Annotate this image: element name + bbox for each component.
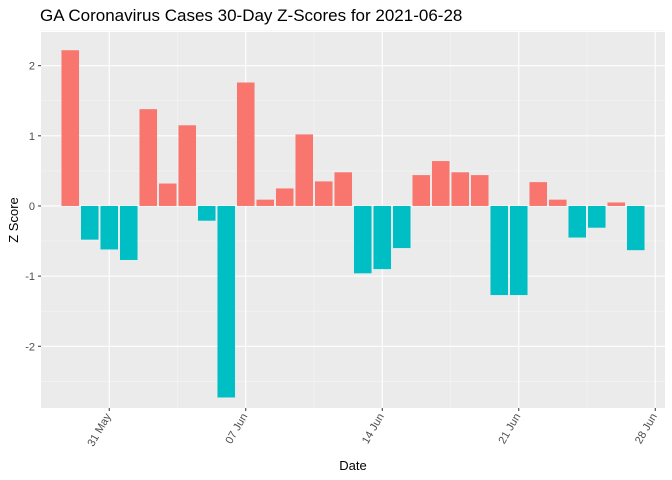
y-tick-label: 2 <box>29 61 35 73</box>
chart-title: GA Coronavirus Cases 30-Day Z-Scores for… <box>40 6 463 25</box>
bar <box>451 172 470 206</box>
x-axis-title: Date <box>339 458 366 473</box>
bar <box>412 175 431 206</box>
bar <box>529 182 548 206</box>
y-axis: 2 1 0 -1 -2 <box>25 61 41 353</box>
bar <box>470 175 489 206</box>
x-tick-label: 14 Jun <box>360 412 387 447</box>
minor-gridlines <box>41 30 665 408</box>
y-axis-title: Z Score <box>6 197 21 243</box>
bar <box>392 205 411 249</box>
bar <box>158 183 177 206</box>
bar <box>314 181 333 206</box>
bar <box>61 50 80 206</box>
bar <box>490 205 509 296</box>
bars <box>61 50 645 398</box>
bar <box>217 205 236 398</box>
bar <box>334 172 353 206</box>
bar <box>139 109 158 206</box>
bar <box>178 125 197 206</box>
x-tick-label: 31 May <box>85 411 114 449</box>
y-tick-label: -1 <box>25 271 35 283</box>
bar <box>353 205 372 274</box>
bar <box>275 188 294 206</box>
bar <box>431 161 450 206</box>
bar <box>119 205 138 260</box>
y-tick-label: 1 <box>29 131 35 143</box>
plot-panel <box>41 32 665 408</box>
bar <box>256 199 275 206</box>
x-axis: 31 May 07 Jun 14 Jun 21 Jun 28 Jun <box>85 408 660 449</box>
x-tick-label: 07 Jun <box>223 412 250 447</box>
bar <box>236 82 255 206</box>
bar <box>587 205 606 228</box>
bar <box>568 205 587 238</box>
y-tick-label: -2 <box>25 341 35 353</box>
bar <box>373 205 392 270</box>
bar <box>100 205 119 250</box>
bar <box>509 205 528 296</box>
x-tick-label: 21 Jun <box>496 412 523 447</box>
bar <box>295 134 314 206</box>
bar <box>626 205 645 251</box>
bar <box>80 205 99 240</box>
x-tick-label: 28 Jun <box>633 412 660 447</box>
bar <box>607 202 626 206</box>
bar <box>548 199 567 206</box>
y-tick-label: 0 <box>29 201 35 213</box>
bar <box>197 205 216 221</box>
